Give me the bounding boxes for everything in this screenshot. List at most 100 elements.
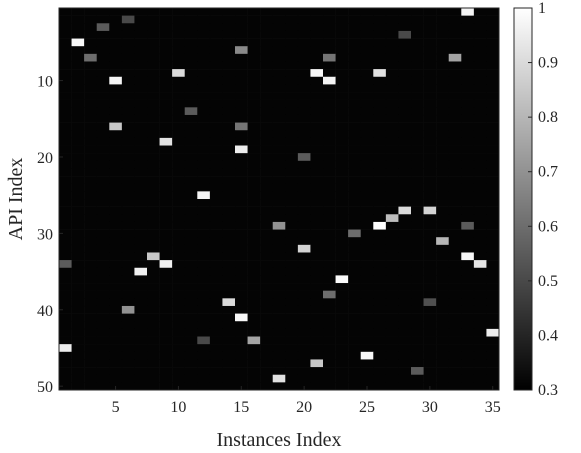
heatmap-cell (235, 176, 248, 185)
heatmap-cell (448, 351, 462, 360)
heatmap-cell (247, 61, 261, 70)
heatmap-cell (260, 92, 274, 100)
heatmap-cell (260, 61, 274, 70)
heatmap-cell (411, 176, 424, 185)
heatmap-cell (310, 183, 324, 192)
heatmap-cell (159, 183, 173, 192)
heatmap-cell (297, 351, 311, 360)
heatmap-cell (222, 267, 236, 276)
heatmap-cell (71, 321, 85, 330)
heatmap-cell (121, 46, 135, 55)
heatmap-cell (297, 76, 311, 85)
heatmap-cell (71, 99, 85, 108)
heatmap-cell (59, 15, 72, 24)
heatmap-cell (423, 114, 437, 123)
heatmap-cell (159, 305, 173, 314)
heatmap-cell (335, 214, 349, 223)
heatmap-cell (260, 199, 274, 207)
heatmap-cell (310, 145, 324, 154)
heatmap-cell (448, 69, 462, 78)
heatmap-cell (235, 191, 248, 200)
heatmap-cell (147, 382, 160, 391)
heatmap-cell (272, 84, 286, 93)
heatmap-cell (272, 76, 286, 85)
heatmap-cell (310, 290, 324, 299)
heatmap-cell (121, 69, 135, 78)
heatmap-cell (96, 260, 110, 269)
heatmap-cell (134, 206, 148, 215)
heatmap-cell (134, 328, 148, 337)
heatmap-cell (247, 359, 261, 368)
heatmap-cell (423, 183, 437, 192)
heatmap-cell (197, 199, 211, 207)
heatmap-cell (360, 168, 374, 177)
heatmap-cell (285, 153, 299, 162)
heatmap-cell (411, 214, 424, 223)
heatmap-cell (310, 107, 324, 116)
heatmap-cell (486, 237, 500, 246)
heatmap-cell (235, 267, 248, 276)
heatmap-cell (323, 99, 336, 108)
heatmap-cell (247, 176, 261, 185)
heatmap-cell (247, 107, 261, 116)
heatmap-cell (147, 15, 160, 24)
heatmap-cell (348, 221, 362, 230)
heatmap-cell (172, 313, 186, 322)
heatmap-cell (385, 84, 399, 93)
heatmap-cell (260, 130, 274, 139)
heatmap-cell (285, 336, 299, 345)
heatmap-cell (398, 99, 412, 108)
heatmap-cell (84, 15, 98, 24)
heatmap-cell (323, 23, 336, 32)
heatmap-cell (172, 275, 186, 284)
heatmap-cell (448, 30, 462, 39)
heatmap-cell (423, 313, 437, 322)
heatmap-cell (109, 84, 123, 93)
heatmap-cell (348, 130, 362, 139)
heatmap-cell (360, 84, 374, 93)
heatmap-cell (411, 53, 424, 62)
heatmap-cell (423, 344, 437, 353)
heatmap-cell (323, 92, 336, 100)
heatmap-cell (310, 313, 324, 322)
heatmap-cell (285, 130, 299, 139)
heatmap-cell (323, 321, 336, 330)
heatmap-cell (235, 46, 248, 55)
heatmap-cell (172, 290, 186, 299)
heatmap-cell (335, 328, 349, 337)
heatmap-cell (209, 145, 223, 154)
heatmap-cell (59, 61, 72, 70)
heatmap-cell (297, 8, 311, 16)
heatmap-cell (121, 283, 135, 291)
heatmap-cell (197, 283, 211, 291)
heatmap-cell (436, 107, 450, 116)
heatmap-cell (335, 76, 349, 85)
heatmap-cell (385, 275, 399, 284)
heatmap-cell (461, 30, 475, 39)
heatmap-cell (297, 15, 311, 24)
heatmap-cell (398, 199, 412, 207)
heatmap-cell (285, 38, 299, 47)
heatmap-cell (486, 344, 500, 353)
heatmap-cell (486, 137, 500, 146)
heatmap-cell (172, 344, 186, 353)
heatmap-cell (272, 38, 286, 47)
heatmap-cell (235, 30, 248, 39)
heatmap-cell (172, 199, 186, 207)
heatmap-cell (197, 244, 211, 253)
heatmap-cell (260, 114, 274, 123)
heatmap-cell (222, 374, 236, 383)
heatmap-cell (310, 344, 324, 353)
heatmap-cell (59, 283, 72, 291)
heatmap-cell (235, 145, 248, 154)
colorbar-tick-label: 0.4 (538, 327, 558, 344)
heatmap-cell (222, 176, 236, 185)
heatmap-cell (147, 206, 160, 215)
heatmap-cell (247, 305, 261, 314)
heatmap-cell (335, 30, 349, 39)
heatmap-cell (448, 61, 462, 70)
heatmap-cell (423, 199, 437, 207)
heatmap-cell (235, 153, 248, 162)
heatmap-cell (134, 153, 148, 162)
heatmap-cell (121, 290, 135, 299)
